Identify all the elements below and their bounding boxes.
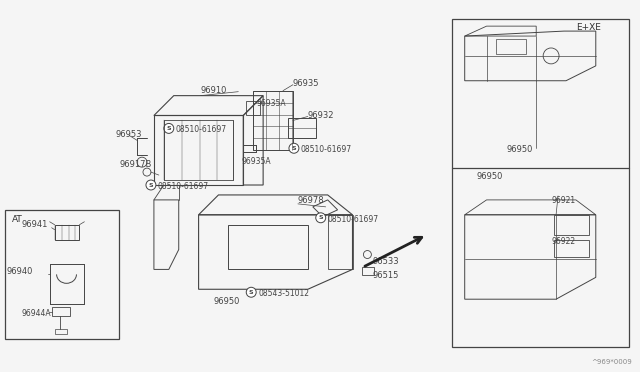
Text: 08510-61697: 08510-61697 [158, 182, 209, 191]
Text: 96935: 96935 [293, 79, 319, 88]
Bar [362, 267, 374, 275]
Circle shape [146, 180, 156, 190]
Text: 96921: 96921 [551, 196, 575, 205]
Text: ^969*0009: ^969*0009 [591, 359, 632, 365]
Text: AT: AT [12, 215, 22, 224]
Text: S: S [148, 183, 153, 187]
Text: S: S [249, 290, 253, 295]
Text: 96515: 96515 [372, 272, 399, 280]
Text: 96941: 96941 [22, 220, 48, 229]
Text: 08543-51012: 08543-51012 [258, 289, 309, 298]
Bar [5, 210, 119, 339]
Text: 96932: 96932 [308, 110, 334, 119]
Text: 96940: 96940 [7, 267, 33, 276]
Text: 96922: 96922 [551, 237, 575, 246]
Text: 08510-61697: 08510-61697 [328, 215, 379, 224]
Text: 08510-61697: 08510-61697 [176, 125, 227, 134]
Text: 96935A: 96935A [256, 99, 286, 108]
Text: 96935A: 96935A [241, 157, 271, 166]
Text: 96533: 96533 [372, 257, 399, 266]
Text: 96910: 96910 [200, 86, 227, 95]
Text: 96950: 96950 [477, 172, 503, 181]
Circle shape [246, 287, 256, 297]
Bar [452, 19, 628, 347]
Text: S: S [319, 215, 323, 220]
Text: 96917B: 96917B [119, 160, 152, 169]
Text: 96978: 96978 [298, 196, 324, 205]
Text: 96944A: 96944A [22, 309, 51, 318]
Text: E+XE: E+XE [576, 23, 601, 32]
Circle shape [316, 213, 326, 223]
Text: S: S [166, 126, 171, 131]
Text: 08510-61697: 08510-61697 [301, 145, 352, 154]
Bar [497, 39, 526, 54]
Text: 96950: 96950 [506, 145, 532, 154]
Circle shape [289, 143, 299, 153]
Text: 96953: 96953 [115, 131, 141, 140]
Bar [554, 215, 589, 235]
Text: 96950: 96950 [214, 297, 240, 306]
Circle shape [164, 124, 174, 134]
Text: S: S [292, 146, 296, 151]
Bar [54, 329, 67, 334]
Bar [554, 240, 589, 257]
Bar [52, 307, 70, 316]
